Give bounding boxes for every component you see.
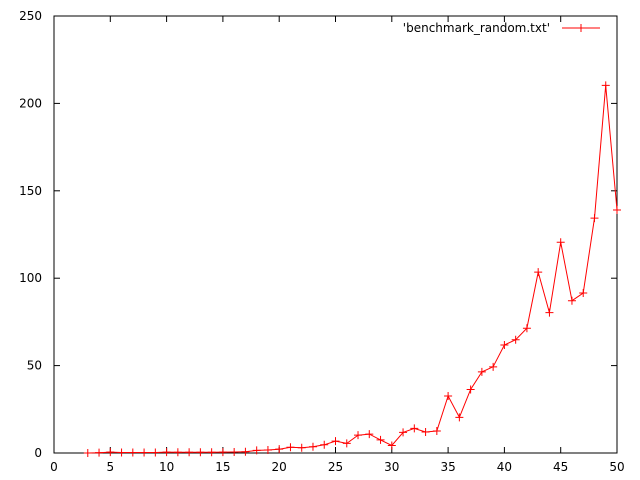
data-point	[106, 448, 115, 457]
data-point	[545, 308, 554, 317]
data-point	[140, 448, 149, 457]
data-point	[342, 439, 351, 448]
x-tick-label: 35	[440, 460, 455, 474]
data-point	[500, 340, 509, 349]
data-point	[466, 385, 475, 394]
data-point	[534, 268, 543, 277]
axis-ticks	[53, 15, 618, 454]
data-point	[252, 446, 261, 455]
data-point	[376, 435, 385, 444]
data-point	[365, 430, 374, 439]
data-point	[477, 367, 486, 376]
x-tick-label: 30	[384, 460, 399, 474]
data-point	[410, 424, 419, 433]
data-point	[522, 324, 531, 333]
data-point	[320, 440, 329, 449]
x-tick-label: 5	[106, 460, 114, 474]
data-point	[421, 428, 430, 437]
data-point	[286, 443, 295, 452]
data-point	[601, 81, 610, 90]
y-tick-label: 50	[27, 359, 42, 373]
x-tick-label: 40	[497, 460, 512, 474]
legend: 'benchmark_random.txt'	[403, 21, 600, 35]
data-point	[590, 214, 599, 223]
data-point	[511, 335, 520, 344]
data-point	[117, 448, 126, 457]
data-point	[308, 442, 317, 451]
data-point	[444, 392, 453, 401]
data-point	[95, 448, 104, 457]
axis-tick-labels: 0 5 10 15 20 25 30 35 40 45 50 0 50 100 150 200 250	[19, 9, 625, 474]
data-point	[331, 437, 340, 446]
data-point	[556, 238, 565, 247]
data-point	[354, 431, 363, 440]
x-tick-label: 45	[553, 460, 568, 474]
y-tick-label: 150	[19, 184, 42, 198]
data-point	[579, 289, 588, 298]
data-point	[432, 426, 441, 435]
plot-frame	[53, 15, 618, 454]
data-point	[230, 447, 239, 456]
data-point	[567, 296, 576, 305]
data-point	[83, 449, 92, 457]
data-point	[399, 428, 408, 437]
data-point	[241, 447, 250, 456]
legend-label: 'benchmark_random.txt'	[403, 21, 550, 35]
x-tick-label: 10	[159, 460, 174, 474]
data-point	[489, 362, 498, 371]
data-point	[455, 413, 464, 422]
legend-marker	[577, 24, 585, 32]
data-point	[162, 448, 171, 457]
data-point	[173, 448, 182, 457]
data-point	[263, 446, 272, 455]
x-tick-label: 15	[215, 460, 230, 474]
data-point	[151, 448, 160, 457]
x-tick-label: 0	[50, 460, 58, 474]
y-tick-label: 100	[19, 271, 42, 285]
data-point	[218, 448, 227, 457]
data-point	[297, 443, 306, 452]
data-point	[207, 448, 216, 457]
series-line	[87, 85, 618, 454]
data-point	[387, 441, 396, 450]
x-tick-label: 20	[272, 460, 287, 474]
series-layer	[83, 81, 621, 457]
data-point	[185, 448, 194, 457]
x-tick-label: 50	[609, 460, 624, 474]
data-point	[196, 448, 205, 457]
x-tick-label: 25	[328, 460, 343, 474]
y-tick-label: 0	[34, 446, 42, 460]
data-point	[613, 206, 621, 215]
y-tick-label: 250	[19, 9, 42, 23]
y-tick-label: 200	[19, 96, 42, 110]
data-point	[128, 448, 137, 457]
data-point	[275, 445, 284, 454]
